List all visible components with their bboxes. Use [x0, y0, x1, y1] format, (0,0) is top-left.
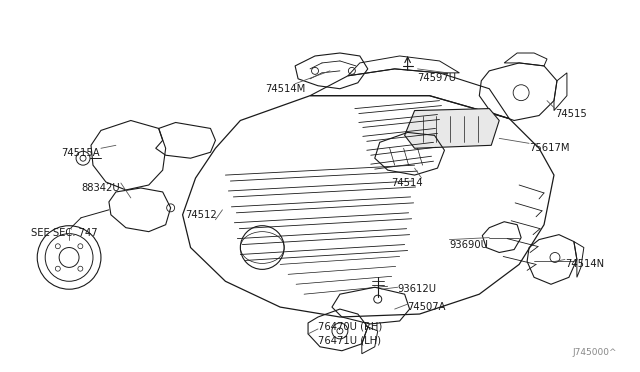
Text: 93612U: 93612U — [397, 284, 436, 294]
Text: SEE SEC. 747: SEE SEC. 747 — [31, 228, 98, 238]
Text: 76470U (RH): 76470U (RH) — [318, 322, 382, 332]
Text: 75617M: 75617M — [529, 143, 570, 153]
Text: 93690U: 93690U — [449, 240, 488, 250]
Text: 74514: 74514 — [392, 178, 423, 188]
Text: 88342U: 88342U — [81, 183, 120, 193]
Text: 76471U (LH): 76471U (LH) — [318, 336, 381, 346]
Text: 74507A: 74507A — [408, 302, 446, 312]
Text: 74515A: 74515A — [61, 148, 100, 158]
Text: 74515: 74515 — [555, 109, 587, 119]
Text: J745000^: J745000^ — [572, 348, 617, 357]
Text: 74597U: 74597U — [417, 73, 457, 83]
Text: 74514M: 74514M — [265, 84, 305, 94]
Polygon shape — [404, 109, 499, 148]
Text: 74512: 74512 — [186, 210, 218, 220]
Text: 74514N: 74514N — [565, 259, 604, 269]
